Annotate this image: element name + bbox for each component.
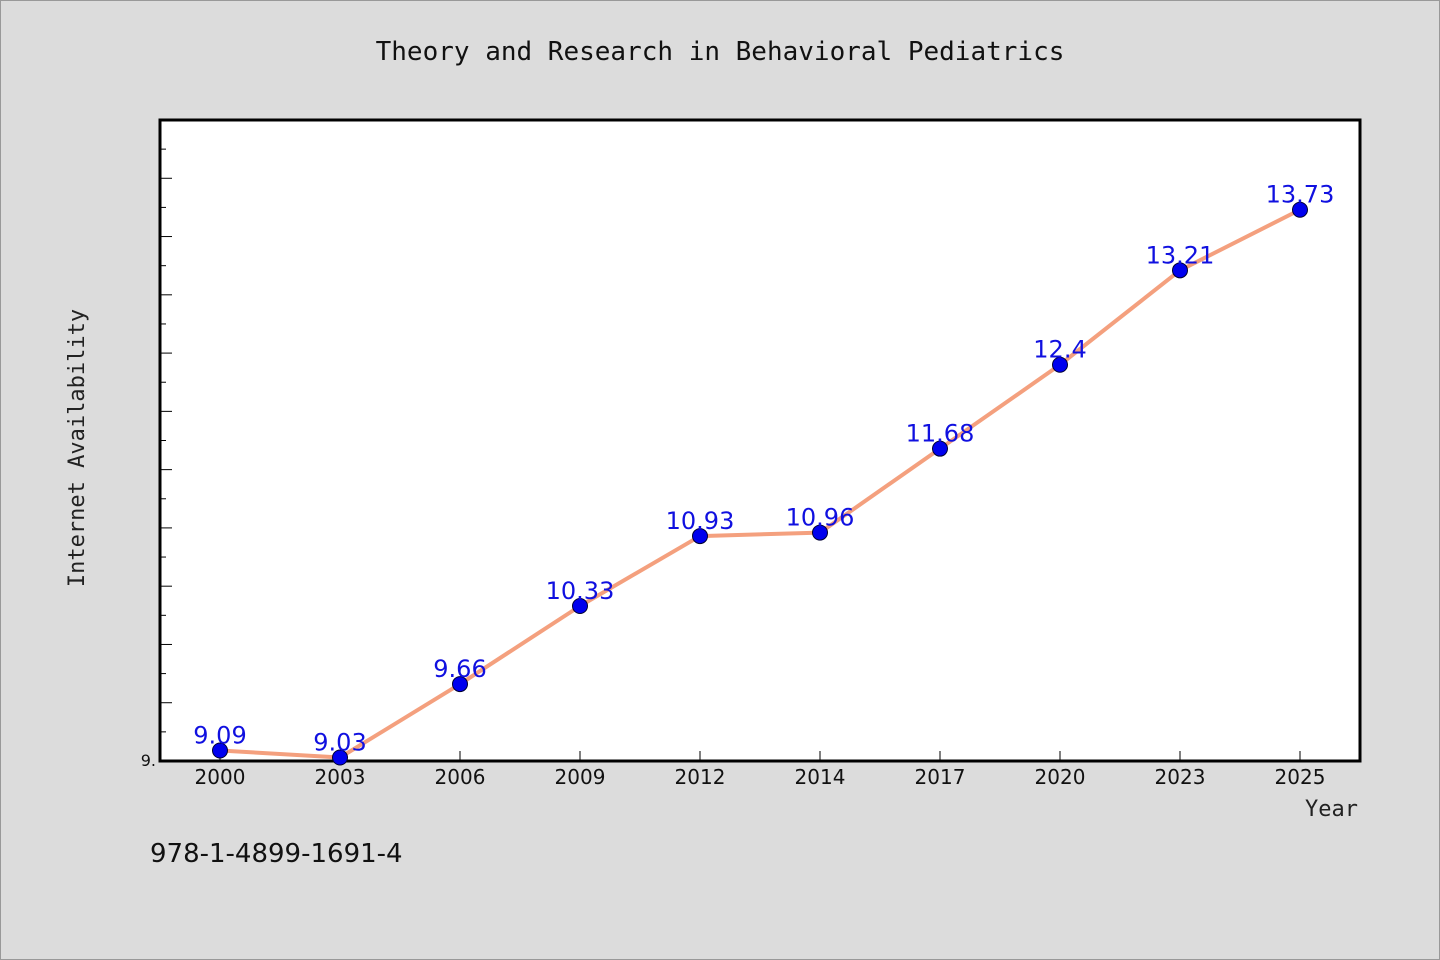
y-axis-ticks xyxy=(160,119,172,762)
x-tick-label: 2000 xyxy=(195,765,246,789)
data-point xyxy=(332,749,348,766)
x-tick-label: 2006 xyxy=(435,765,486,789)
data-label: 10.96 xyxy=(786,504,855,532)
data-label: 9.03 xyxy=(313,729,366,757)
x-tick-label: 2009 xyxy=(555,765,606,789)
data-point xyxy=(1172,262,1188,279)
data-label: 13.21 xyxy=(1146,241,1215,269)
y-axis-label: Internet Availability xyxy=(65,309,90,587)
data-point xyxy=(212,742,228,759)
data-point xyxy=(572,597,588,614)
data-label: 10.33 xyxy=(546,577,615,605)
plot-area xyxy=(158,118,1362,763)
data-label: 13.73 xyxy=(1266,181,1335,209)
x-tick-label: 2020 xyxy=(1035,765,1086,789)
data-label: 9.66 xyxy=(433,655,486,683)
x-tick-label: 2025 xyxy=(1275,765,1326,789)
isbn-text: 978-1-4899-1691-4 xyxy=(150,839,403,869)
data-label: 12.4 xyxy=(1033,336,1086,364)
data-point xyxy=(452,676,468,693)
data-point xyxy=(1052,356,1068,373)
x-tick-label: 2012 xyxy=(675,765,726,789)
chart-title: Theory and Research in Behavioral Pediat… xyxy=(376,37,1065,67)
y-tick-label: 9. xyxy=(141,751,156,770)
series-line xyxy=(218,207,1302,760)
x-tick-label: 2003 xyxy=(315,765,366,789)
x-axis-label: Year xyxy=(1305,797,1358,822)
x-tick-label: 2023 xyxy=(1155,765,1206,789)
data-label: 10.93 xyxy=(666,507,735,535)
data-point xyxy=(1292,201,1308,218)
x-axis-ticks: 2000 2003 2006 2009 2012 2014 2017 2020 2023 2025 xyxy=(195,751,1326,789)
x-tick-label: 2014 xyxy=(795,765,846,789)
data-point xyxy=(692,528,708,545)
data-point xyxy=(932,440,948,457)
data-label: 9.09 xyxy=(193,722,246,750)
data-label: 11.68 xyxy=(906,420,975,448)
x-tick-label: 2017 xyxy=(915,765,966,789)
data-point xyxy=(812,524,828,541)
series-layer: 9.09 9.03 9.66 10.33 10.93 10.96 11.68 12.4 13.2… xyxy=(193,181,1335,766)
